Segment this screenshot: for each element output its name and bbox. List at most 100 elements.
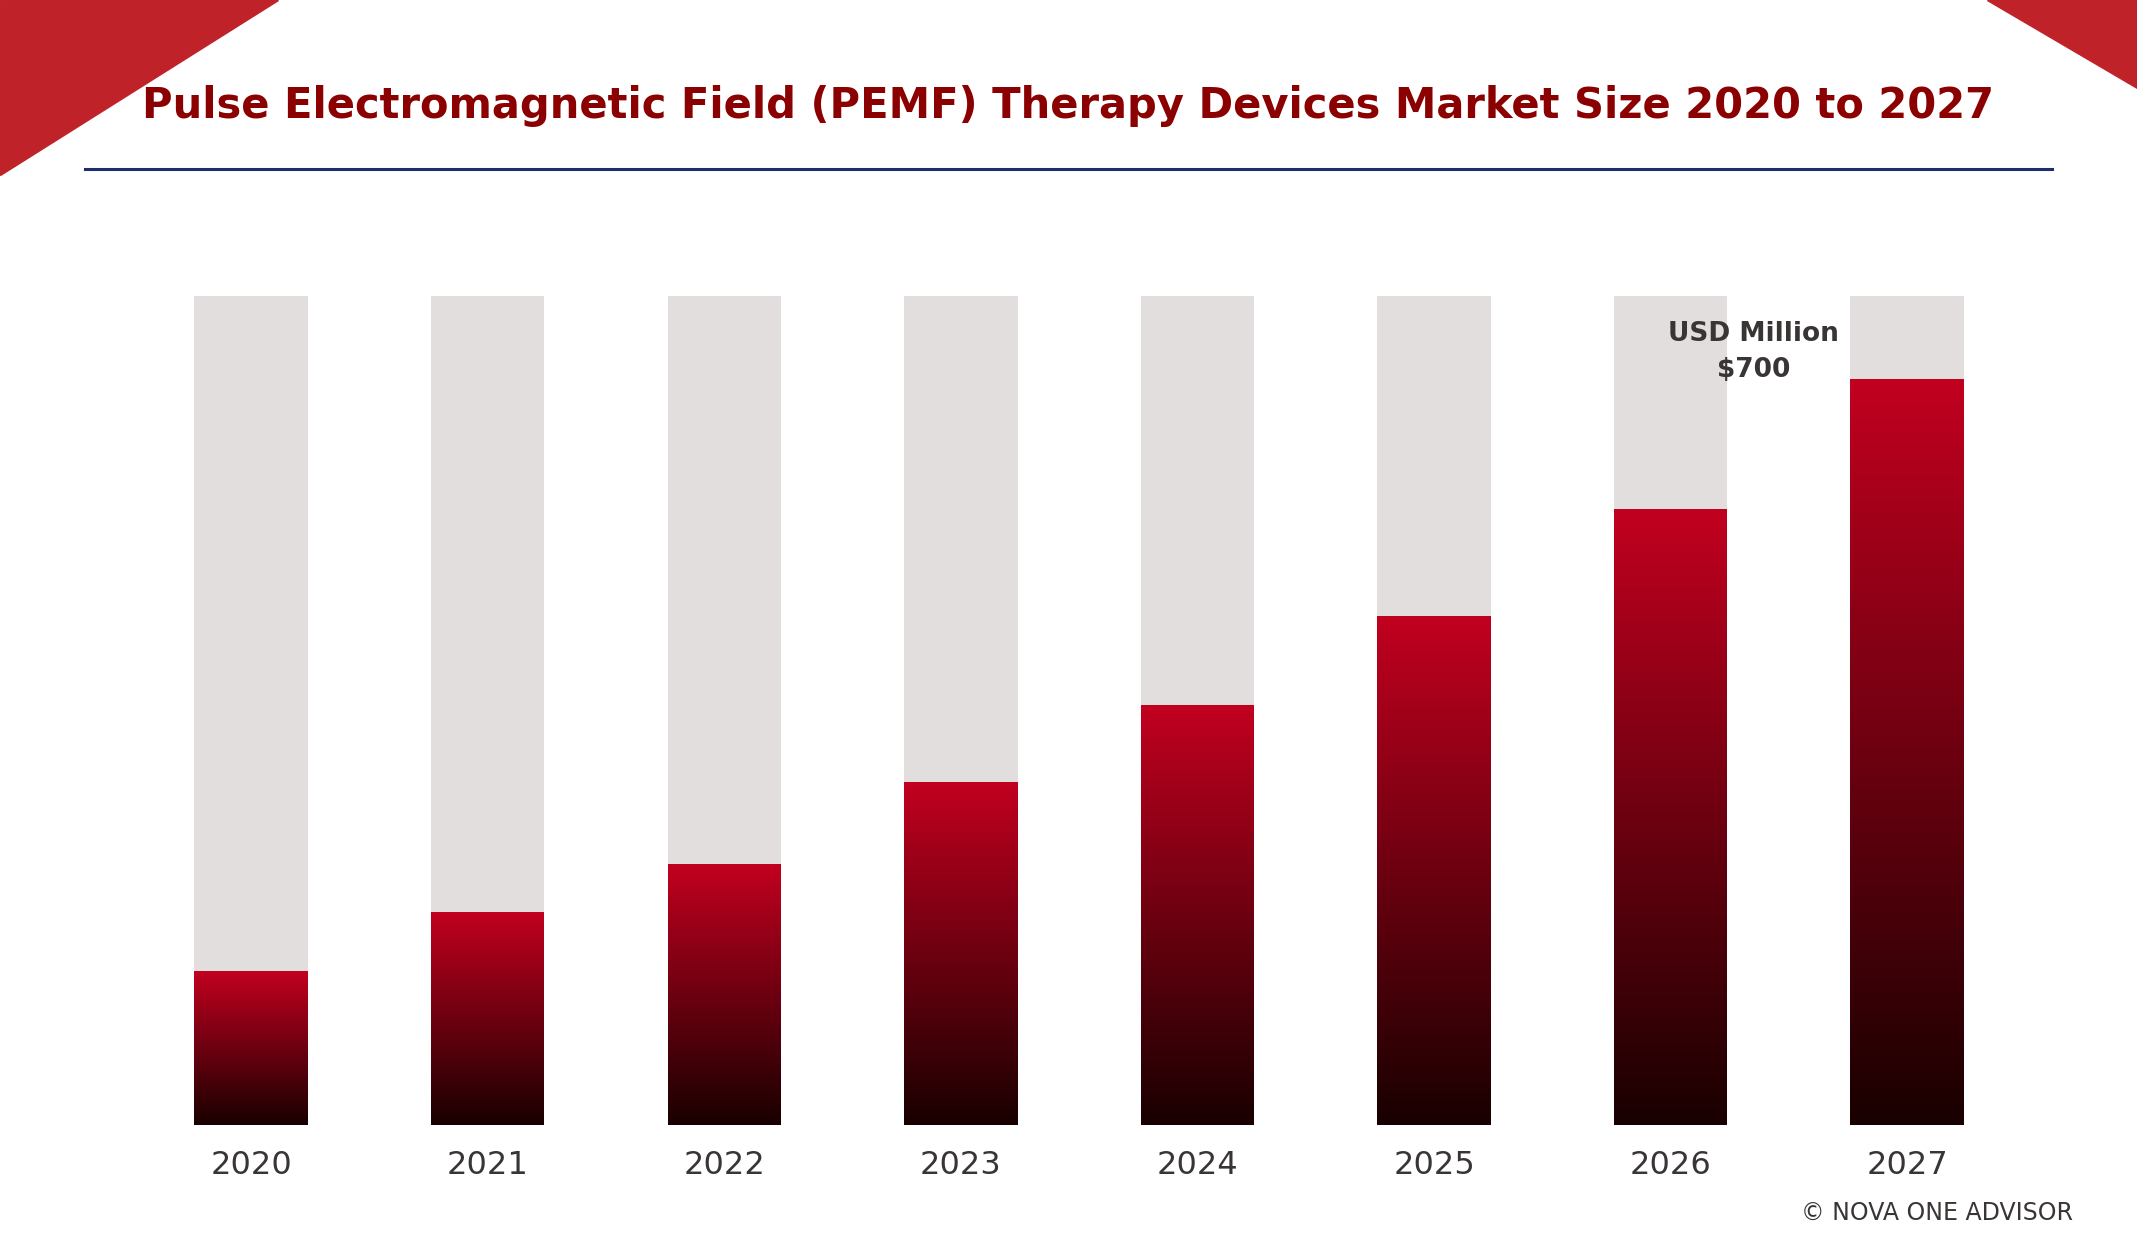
Bar (1851, 411, 1964, 414)
Bar (1851, 501, 1964, 504)
Bar (1376, 719, 1492, 721)
Bar (1141, 874, 1254, 875)
Bar (1141, 1008, 1254, 1009)
Bar (1141, 712, 1254, 715)
Bar (1851, 481, 1964, 484)
Bar (1376, 875, 1492, 878)
Bar (1613, 560, 1727, 562)
Bar (1613, 745, 1727, 748)
Bar (1613, 658, 1727, 659)
Bar (1141, 748, 1254, 750)
Bar (1141, 810, 1254, 811)
Bar (1376, 709, 1492, 711)
Bar (1376, 775, 1492, 778)
Bar (1851, 638, 1964, 640)
Bar (1376, 1082, 1492, 1084)
Bar (1141, 1010, 1254, 1011)
Bar (1613, 994, 1727, 996)
Bar (1376, 996, 1492, 998)
Bar (1613, 876, 1727, 879)
Bar (1141, 960, 1254, 961)
Bar (1851, 879, 1964, 881)
Bar (1851, 693, 1964, 695)
Bar (1141, 1071, 1254, 1074)
Bar (1141, 1058, 1254, 1059)
Bar (1851, 386, 1964, 389)
Bar (1851, 771, 1964, 774)
Bar (1141, 1032, 1254, 1034)
Bar (1376, 818, 1492, 820)
Bar (1141, 1106, 1254, 1109)
Bar (1141, 948, 1254, 949)
Bar (1613, 528, 1727, 530)
Bar (1851, 854, 1964, 856)
Bar (1851, 1020, 1964, 1022)
Bar (1613, 722, 1727, 725)
Bar (1141, 976, 1254, 978)
Bar (1376, 1011, 1492, 1013)
Bar (1613, 755, 1727, 758)
Bar (1141, 838, 1254, 839)
Bar (1141, 949, 1254, 950)
Bar (1613, 704, 1727, 706)
Bar (1613, 526, 1727, 528)
Bar (1376, 706, 1492, 707)
Bar (1141, 996, 1254, 998)
Bar (1613, 606, 1727, 608)
Bar (1851, 856, 1964, 859)
Bar (1141, 1068, 1254, 1069)
Bar (1613, 895, 1727, 898)
Bar (1613, 939, 1727, 940)
Bar (1376, 925, 1492, 926)
Bar (1376, 982, 1492, 984)
Bar (1376, 806, 1492, 808)
Bar (1851, 941, 1964, 944)
Bar (1851, 779, 1964, 781)
Bar (1141, 908, 1254, 909)
Bar (1376, 794, 1492, 796)
Bar (1613, 556, 1727, 559)
Bar (1376, 850, 1492, 851)
Bar (1141, 751, 1254, 752)
Bar (1141, 740, 1254, 741)
Bar (1376, 1098, 1492, 1100)
Bar (1613, 729, 1727, 731)
Bar (1376, 825, 1492, 826)
Bar (1376, 638, 1492, 640)
Bar (1613, 961, 1727, 962)
Bar (1141, 1016, 1254, 1017)
Bar (1141, 1038, 1254, 1040)
Bar (1376, 731, 1492, 732)
Bar (1613, 866, 1727, 869)
Bar (1376, 678, 1492, 679)
Bar (1613, 965, 1727, 968)
Bar (1376, 774, 1492, 775)
Bar (1613, 614, 1727, 616)
Bar (1141, 1051, 1254, 1052)
Bar (1851, 434, 1964, 436)
Bar (1613, 911, 1727, 914)
Bar (1851, 874, 1964, 876)
Bar (1376, 869, 1492, 870)
Bar (1613, 859, 1727, 860)
Bar (1141, 805, 1254, 808)
Bar (1141, 912, 1254, 914)
Bar (1376, 738, 1492, 740)
Bar (1851, 791, 1964, 794)
Bar (1376, 798, 1492, 799)
Bar (1613, 668, 1727, 669)
Bar (1376, 935, 1492, 936)
Bar (1851, 906, 1964, 909)
Bar (1376, 984, 1492, 986)
Bar (1376, 864, 1492, 865)
Bar (1376, 1111, 1492, 1112)
Bar (1851, 685, 1964, 688)
Bar (1613, 819, 1727, 821)
Bar (1141, 856, 1254, 858)
Bar (1141, 898, 1254, 900)
Bar (1376, 772, 1492, 774)
Bar (1376, 879, 1492, 880)
Bar (1613, 1013, 1727, 1014)
Bar (1141, 1070, 1254, 1071)
Bar (1376, 989, 1492, 991)
